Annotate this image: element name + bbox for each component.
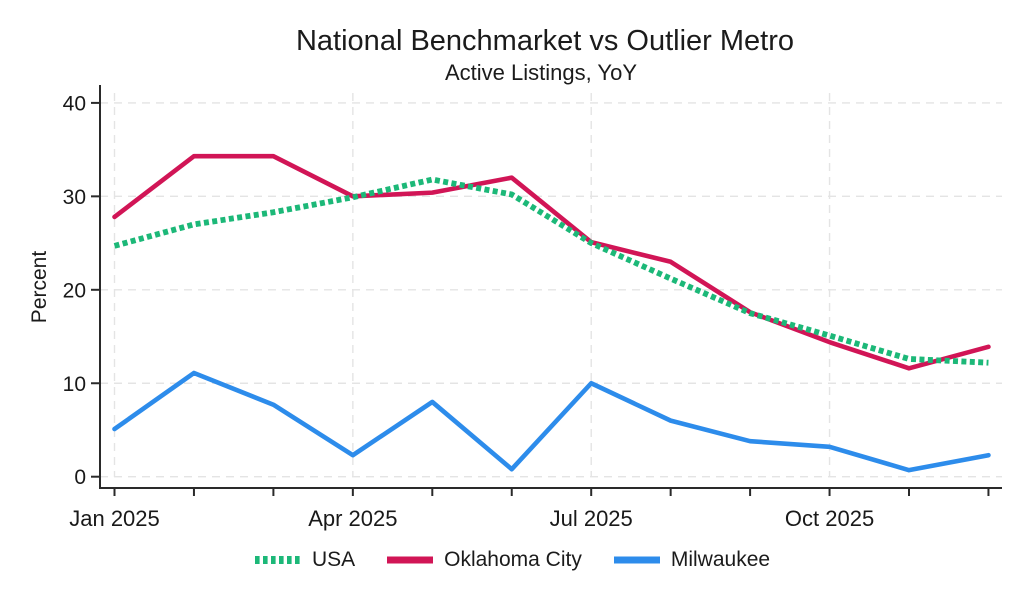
y-tick-label: 0 <box>74 466 86 489</box>
x-tick-label: Oct 2025 <box>785 506 874 531</box>
legend-label-oklahoma-city: Oklahoma City <box>444 548 582 571</box>
chart-title: National Benchmarket vs Outlier Metro <box>295 25 795 57</box>
oklahoma-city-line-swatch <box>387 556 434 564</box>
y-tick-label: 40 <box>63 92 86 115</box>
legend-label-usa: USA <box>311 548 356 571</box>
milwaukee-line-swatch <box>613 556 660 564</box>
y-tick-label: 30 <box>63 186 86 209</box>
series-line-oklahoma-city <box>112 153 991 371</box>
x-tick-label: Jul 2025 <box>550 506 633 531</box>
legend: USA Oklahoma City Milwaukee <box>0 548 1024 572</box>
legend-item-milwaukee: Milwaukee <box>613 548 770 572</box>
series-line-usa <box>113 176 989 366</box>
x-tick-label: Jan 2025 <box>69 506 160 531</box>
x-tick-label: Apr 2025 <box>308 506 397 531</box>
y-tick-label: 10 <box>63 373 86 396</box>
y-tick-label: 20 <box>63 279 86 302</box>
usa-line-swatch <box>254 556 301 564</box>
legend-label-milwaukee: Milwaukee <box>670 548 771 571</box>
legend-item-usa: USA <box>254 548 355 572</box>
legend-item-oklahoma-city: Oklahoma City <box>386 548 582 572</box>
chart-subtitle: Active Listings, YoY <box>444 60 637 85</box>
series-line-milwaukee <box>112 370 991 473</box>
